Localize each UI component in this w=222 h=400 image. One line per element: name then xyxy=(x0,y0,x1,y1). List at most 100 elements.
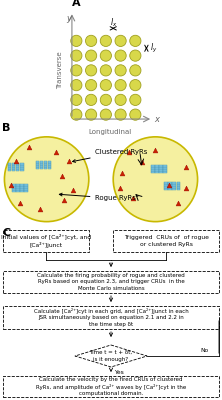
Bar xyxy=(20,167,24,169)
Circle shape xyxy=(130,50,141,61)
Bar xyxy=(159,165,163,167)
Text: x: x xyxy=(155,114,160,124)
Text: y: y xyxy=(66,14,71,23)
Text: A: A xyxy=(72,0,81,8)
Circle shape xyxy=(100,94,111,106)
Bar xyxy=(44,161,47,163)
Circle shape xyxy=(85,80,97,91)
Bar xyxy=(48,163,51,165)
Bar xyxy=(16,169,20,171)
Circle shape xyxy=(71,80,82,91)
Bar xyxy=(176,188,180,190)
Circle shape xyxy=(115,94,126,106)
Bar xyxy=(163,167,167,169)
Bar xyxy=(168,188,172,190)
Bar xyxy=(151,169,155,171)
FancyBboxPatch shape xyxy=(3,230,89,252)
Text: $l_x$: $l_x$ xyxy=(109,16,117,28)
Bar xyxy=(12,188,16,190)
Circle shape xyxy=(85,65,97,76)
Bar xyxy=(163,169,167,171)
Bar xyxy=(20,188,24,190)
Bar xyxy=(16,184,20,186)
Circle shape xyxy=(115,35,126,46)
Bar xyxy=(48,167,51,169)
Ellipse shape xyxy=(4,137,89,222)
Circle shape xyxy=(130,80,141,91)
Text: $l_y$: $l_y$ xyxy=(150,42,157,55)
Bar xyxy=(8,165,11,167)
Ellipse shape xyxy=(113,137,198,222)
Bar xyxy=(24,184,28,186)
FancyBboxPatch shape xyxy=(3,306,219,329)
Circle shape xyxy=(130,35,141,46)
Bar xyxy=(176,184,180,186)
Bar xyxy=(159,171,163,173)
Text: Transverse: Transverse xyxy=(57,52,63,89)
Bar xyxy=(16,163,20,165)
Bar xyxy=(151,165,155,167)
Circle shape xyxy=(71,94,82,106)
Bar xyxy=(44,167,47,169)
Bar xyxy=(44,165,47,167)
Bar xyxy=(20,165,24,167)
Bar xyxy=(164,182,168,184)
Bar xyxy=(16,188,20,190)
Bar xyxy=(36,167,39,169)
Bar xyxy=(12,163,15,165)
Bar xyxy=(155,165,159,167)
Bar xyxy=(36,165,39,167)
Circle shape xyxy=(130,109,141,120)
Bar xyxy=(16,186,20,188)
Text: No: No xyxy=(200,348,208,353)
Bar xyxy=(172,184,176,186)
Bar xyxy=(36,161,39,163)
Bar xyxy=(20,163,24,165)
Bar xyxy=(172,186,176,188)
Bar xyxy=(12,190,16,192)
Bar xyxy=(172,188,176,190)
Circle shape xyxy=(115,65,126,76)
Bar xyxy=(16,167,20,169)
Text: B: B xyxy=(2,123,11,133)
Bar xyxy=(164,184,168,186)
Bar xyxy=(16,165,20,167)
Bar xyxy=(163,171,167,173)
Circle shape xyxy=(115,109,126,120)
Bar xyxy=(24,186,28,188)
Bar xyxy=(168,186,172,188)
Text: Time t = t + δt,
is it enough?: Time t = t + δt, is it enough? xyxy=(89,350,133,362)
Bar xyxy=(155,169,159,171)
Circle shape xyxy=(71,65,82,76)
Bar xyxy=(48,161,51,163)
Bar xyxy=(164,188,168,190)
Bar xyxy=(172,182,176,184)
Bar xyxy=(8,169,11,171)
FancyBboxPatch shape xyxy=(113,230,219,252)
Circle shape xyxy=(100,35,111,46)
Bar xyxy=(163,165,167,167)
Circle shape xyxy=(85,109,97,120)
Circle shape xyxy=(71,109,82,120)
Bar xyxy=(155,167,159,169)
Text: Calculate [Ca²⁺]cyt in each grid, and [Ca²⁺]junct in each
JSR simultaneously bas: Calculate [Ca²⁺]cyt in each grid, and [C… xyxy=(34,308,188,327)
Text: Yes: Yes xyxy=(114,370,124,374)
Bar xyxy=(168,184,172,186)
Bar xyxy=(16,190,20,192)
Bar xyxy=(12,167,15,169)
Text: Rogue RyRs: Rogue RyRs xyxy=(59,193,136,201)
Bar xyxy=(48,165,51,167)
Bar xyxy=(40,163,43,165)
Bar xyxy=(159,169,163,171)
Circle shape xyxy=(71,35,82,46)
Bar xyxy=(151,171,155,173)
Text: Calculate the firing probability of rogue and clustered
RyRs based on equation 2: Calculate the firing probability of rogu… xyxy=(37,273,185,291)
Circle shape xyxy=(100,80,111,91)
Bar xyxy=(176,186,180,188)
Bar xyxy=(8,167,11,169)
Bar xyxy=(20,184,24,186)
Bar xyxy=(12,186,16,188)
Bar xyxy=(8,163,11,165)
Bar xyxy=(151,167,155,169)
Bar xyxy=(36,163,39,165)
